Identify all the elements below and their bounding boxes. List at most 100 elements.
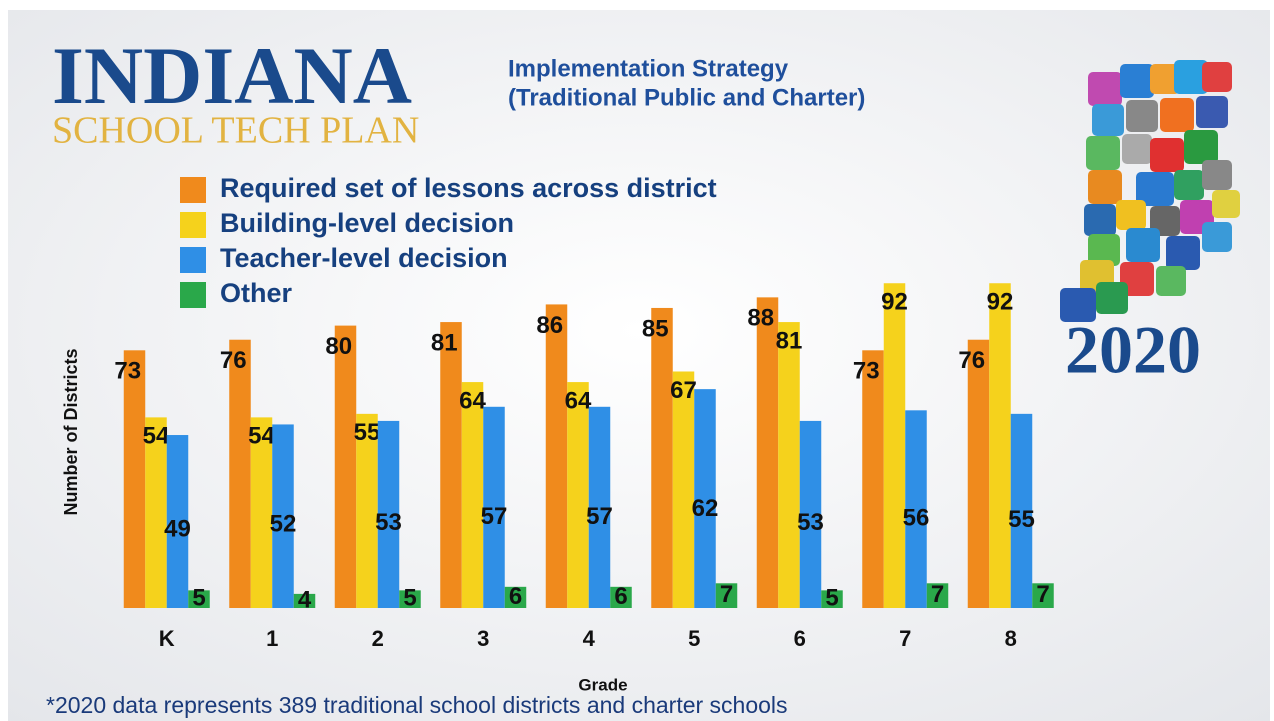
legend-swatch — [180, 212, 206, 238]
x-tick-label: 4 — [583, 626, 596, 651]
bar — [377, 420, 400, 608]
data-label: 81 — [776, 327, 803, 354]
data-label: 80 — [325, 333, 352, 360]
data-label: 92 — [987, 289, 1014, 316]
data-label: 4 — [298, 586, 312, 613]
data-label: 57 — [586, 503, 613, 530]
data-label: 54 — [143, 423, 170, 450]
x-tick-label: 2 — [372, 626, 384, 651]
y-axis-label: Number of Districts — [61, 348, 81, 515]
bar — [967, 339, 990, 608]
legend-label: Other — [220, 278, 293, 308]
data-label: 7 — [931, 581, 944, 608]
data-label: 5 — [825, 585, 838, 612]
data-label: 49 — [164, 516, 191, 543]
bar — [610, 586, 632, 608]
x-tick-label: 5 — [688, 626, 700, 651]
bar — [483, 406, 505, 608]
data-label: 52 — [270, 511, 297, 538]
bar — [1010, 413, 1033, 608]
x-tick-label: 3 — [477, 626, 489, 651]
bar — [778, 322, 800, 608]
data-label: 57 — [481, 503, 508, 530]
bar — [989, 283, 1011, 608]
bar — [651, 307, 673, 608]
data-label: 6 — [614, 583, 627, 610]
data-label: 67 — [670, 377, 697, 404]
bar — [399, 590, 421, 608]
legend-label: Required set of lessons across district — [220, 173, 717, 203]
legend-swatch — [180, 177, 206, 203]
bar — [356, 413, 378, 608]
legend-label: Building-level decision — [220, 208, 514, 238]
x-tick-label: 6 — [794, 626, 806, 651]
bar — [715, 583, 738, 608]
data-label: 53 — [375, 509, 402, 536]
legend-swatch — [180, 282, 206, 308]
bar — [799, 420, 822, 608]
bar — [188, 590, 210, 608]
data-label: 73 — [114, 358, 141, 385]
x-tick-label: 7 — [899, 626, 911, 651]
bar — [166, 435, 189, 608]
bar — [504, 586, 527, 608]
x-tick-label: K — [159, 626, 175, 651]
chart-title: Implementation Strategy — [508, 55, 789, 82]
chart-subtitle: (Traditional Public and Charter) — [508, 84, 865, 111]
data-label: 88 — [747, 305, 774, 332]
data-label: 86 — [536, 312, 563, 339]
bar — [883, 283, 906, 608]
bar — [694, 389, 716, 608]
year-label: 2020 — [1065, 312, 1201, 388]
data-label: 56 — [903, 504, 930, 531]
data-label: 92 — [881, 289, 908, 316]
data-label: 62 — [692, 495, 719, 522]
data-label: 81 — [431, 329, 458, 356]
x-tick-label: 8 — [1005, 626, 1017, 651]
bar — [545, 304, 568, 608]
bar — [926, 583, 949, 608]
data-label: 7 — [1036, 581, 1049, 608]
data-label: 76 — [220, 347, 247, 374]
footnote: *2020 data represents 389 traditional sc… — [46, 692, 788, 718]
data-label: 73 — [853, 358, 880, 385]
legend-swatch — [180, 247, 206, 273]
data-label: 54 — [248, 423, 275, 450]
bar — [567, 382, 589, 608]
bar — [905, 410, 927, 608]
logo-subtitle: SCHOOL TECH PLAN — [52, 110, 419, 152]
bar — [440, 322, 462, 608]
bar — [123, 350, 146, 608]
bar — [588, 406, 611, 608]
icon-collage — [1060, 60, 1240, 322]
bar — [821, 590, 843, 608]
data-label: 5 — [192, 585, 205, 612]
bar — [862, 350, 884, 608]
bar — [1032, 583, 1054, 608]
bar — [293, 593, 316, 608]
bar — [756, 297, 779, 608]
data-label: 64 — [565, 387, 592, 414]
bar — [672, 371, 695, 608]
data-label: 6 — [509, 583, 522, 610]
data-label: 7 — [720, 581, 733, 608]
bar — [145, 417, 167, 608]
bar — [272, 424, 294, 608]
data-label: 85 — [642, 315, 669, 342]
bar — [334, 325, 357, 608]
x-tick-label: 1 — [266, 626, 278, 651]
data-label: 5 — [403, 585, 416, 612]
background — [8, 10, 1270, 721]
x-axis-label: Grade — [578, 675, 627, 694]
logo-title: INDIANA — [52, 30, 412, 121]
bar — [250, 417, 273, 608]
bar — [229, 339, 251, 608]
data-label: 55 — [1008, 506, 1035, 533]
data-label: 53 — [797, 509, 824, 536]
data-label: 64 — [459, 387, 486, 414]
data-label: 55 — [354, 419, 381, 446]
data-label: 76 — [958, 347, 985, 374]
legend-label: Teacher-level decision — [220, 243, 508, 273]
